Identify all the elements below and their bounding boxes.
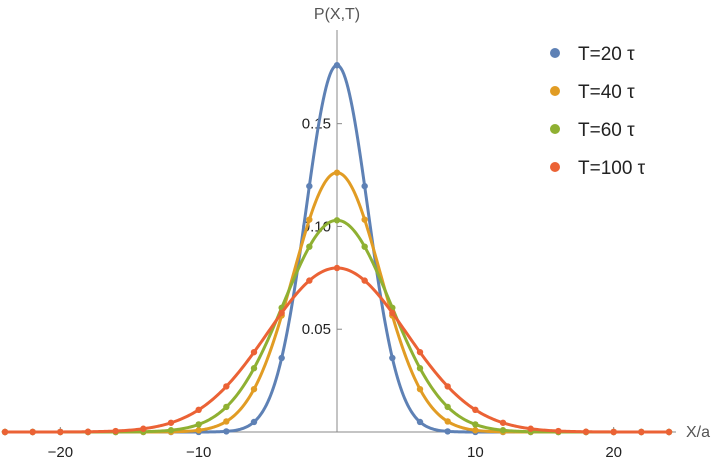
series-point-2 [195, 421, 202, 428]
series-point-3 [389, 309, 396, 317]
series-point-3 [195, 406, 202, 414]
x-ticks: −20 −10 10 20 [48, 427, 622, 461]
series-point-2 [499, 427, 507, 434]
series-point-3 [278, 309, 285, 317]
series-point-3 [250, 348, 258, 356]
series-point-0 [416, 418, 424, 426]
series-point-1 [333, 169, 341, 176]
series-point-1 [416, 385, 424, 393]
series-point-1 [306, 216, 313, 223]
series-point-3 [665, 428, 673, 436]
series-point-0 [444, 428, 451, 435]
series-point-1 [223, 418, 230, 425]
series-point-3 [638, 428, 645, 436]
axes: −20 −10 10 20 0.050.100.15 X/a P(X,T) [12, 6, 710, 461]
series-point-3 [555, 427, 562, 435]
series-point-0 [278, 354, 285, 362]
series-point-3 [84, 428, 92, 435]
legend-label-1: T=40 τ [578, 82, 635, 103]
y-tick-label: 0.15 [302, 116, 331, 133]
series-point-3 [472, 406, 479, 414]
series-point-3 [57, 428, 64, 436]
y-axis-label: P(X,T) [314, 6, 360, 23]
series-point-2 [167, 427, 175, 434]
series-point-3 [29, 428, 36, 436]
y-tick-label: 0.05 [302, 321, 331, 338]
series-point-3 [499, 419, 507, 426]
series-point-1 [444, 418, 451, 425]
series-point-3 [1, 428, 9, 436]
series-layer [1, 62, 673, 436]
series-point-1 [250, 385, 258, 393]
x-tick-label: −10 [186, 444, 211, 461]
series-point-3 [582, 428, 590, 435]
series-point-2 [361, 243, 368, 250]
series-point-2 [444, 403, 451, 411]
legend-marker-0 [550, 48, 560, 58]
series-point-3 [361, 277, 368, 284]
series-point-3 [223, 383, 230, 390]
series-point-3 [444, 383, 451, 390]
x-tick-label: 20 [605, 444, 622, 461]
legend-marker-2 [550, 124, 560, 134]
series-point-3 [140, 425, 147, 432]
x-axis-label: X/a [686, 424, 710, 441]
series-point-2 [306, 243, 313, 250]
series-point-3 [610, 428, 617, 436]
series-point-1 [361, 216, 368, 223]
series-point-3 [416, 348, 424, 356]
series-point-2 [250, 365, 258, 372]
legend-marker-3 [550, 162, 560, 172]
x-tick-label: 10 [467, 444, 484, 461]
series-point-3 [167, 419, 175, 426]
series-point-2 [223, 403, 230, 411]
series-point-3 [333, 264, 341, 272]
series-point-0 [361, 182, 368, 190]
series-point-2 [416, 365, 424, 372]
series-point-0 [389, 354, 396, 362]
series-point-2 [333, 217, 341, 224]
legend-label-0: T=20 τ [578, 44, 635, 65]
legend-label-2: T=60 τ [578, 120, 635, 141]
legend: T=20 τ T=40 τ T=60 τ T=100 τ [550, 44, 646, 179]
series-point-2 [472, 421, 479, 428]
series-point-3 [112, 427, 119, 435]
series-point-0 [250, 418, 258, 426]
series-point-1 [472, 427, 479, 434]
series-point-0 [306, 182, 313, 190]
series-point-3 [306, 277, 313, 284]
legend-marker-1 [550, 86, 560, 96]
legend-label-3: T=100 τ [578, 158, 646, 179]
series-point-0 [333, 62, 341, 69]
series-point-1 [195, 427, 202, 434]
series-point-3 [527, 425, 534, 432]
x-tick-label: −20 [48, 444, 73, 461]
series-point-0 [223, 428, 230, 435]
